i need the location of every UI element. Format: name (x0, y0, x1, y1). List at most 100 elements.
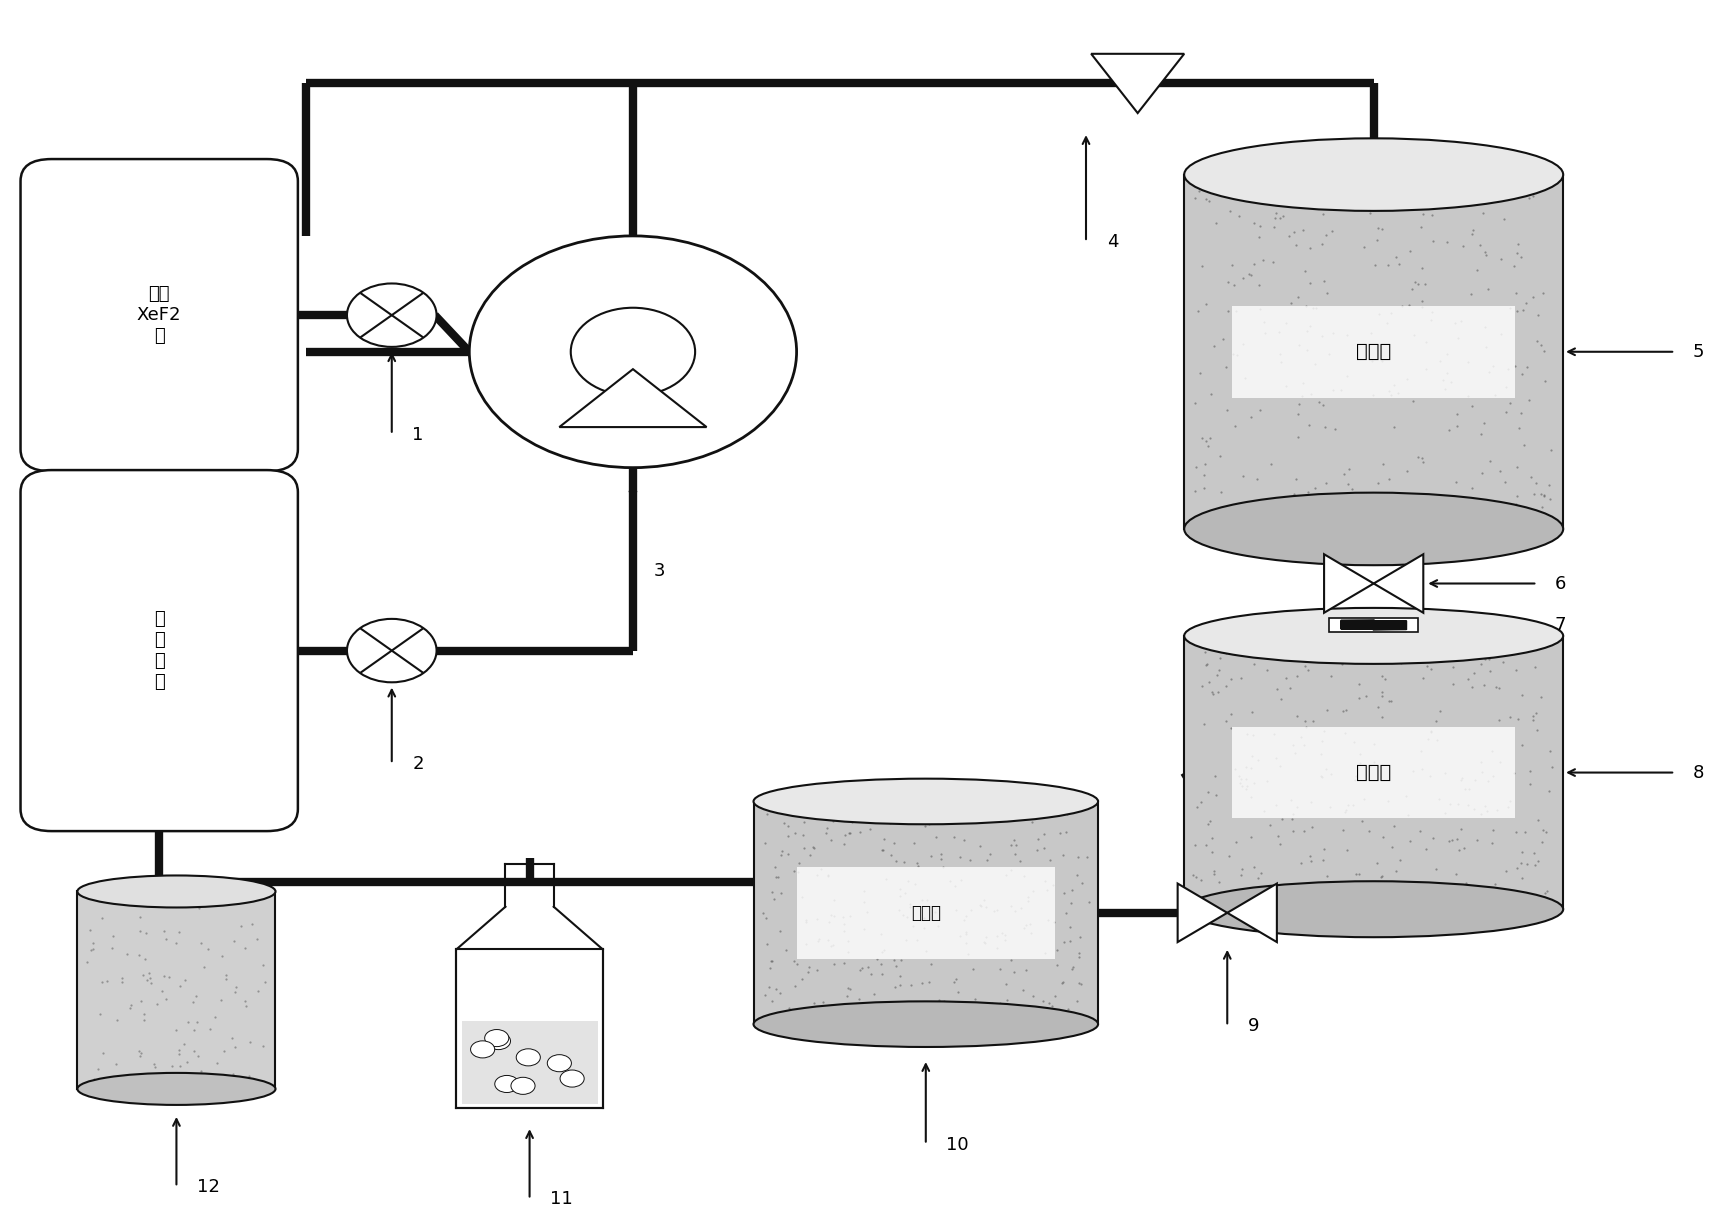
Point (1029, 824, 1057, 844)
Point (787, 969, 815, 989)
FancyBboxPatch shape (796, 867, 1054, 959)
Point (808, 992, 836, 1012)
Point (126, 1046, 154, 1066)
Point (1311, 284, 1339, 303)
Point (80, 933, 107, 953)
Point (1362, 853, 1389, 873)
Point (1474, 650, 1502, 669)
Point (1503, 486, 1531, 506)
Point (88, 1044, 116, 1063)
Point (766, 883, 794, 903)
Point (1458, 220, 1486, 239)
Point (1182, 457, 1209, 476)
Point (1261, 494, 1289, 513)
Point (761, 980, 789, 1000)
Point (220, 1063, 247, 1083)
Point (1301, 297, 1329, 317)
Point (1502, 640, 1529, 659)
Point (107, 973, 135, 992)
Point (952, 906, 979, 926)
Point (1239, 857, 1266, 877)
Point (1417, 205, 1445, 225)
Point (1318, 381, 1346, 400)
Point (1000, 830, 1028, 850)
Point (1275, 678, 1303, 698)
Point (829, 907, 856, 927)
Point (1284, 427, 1311, 447)
Point (1211, 503, 1239, 523)
Point (86, 1005, 114, 1024)
Point (945, 982, 972, 1002)
Point (1270, 176, 1298, 195)
Point (1374, 645, 1401, 664)
Point (1291, 657, 1318, 677)
Point (1470, 242, 1498, 262)
Point (1014, 888, 1041, 907)
Point (886, 966, 913, 986)
Point (753, 804, 780, 824)
Point (142, 1057, 170, 1077)
Point (1330, 802, 1358, 822)
Point (1201, 766, 1228, 786)
Point (1515, 761, 1543, 781)
Point (1469, 413, 1496, 432)
Point (882, 851, 910, 871)
Point (813, 931, 841, 950)
Point (1266, 345, 1294, 365)
Point (1204, 873, 1232, 893)
Point (886, 879, 913, 899)
Point (1477, 740, 1505, 760)
Point (1292, 321, 1320, 340)
Point (1536, 440, 1564, 459)
Point (1225, 774, 1253, 793)
Point (749, 903, 777, 922)
Point (1017, 923, 1045, 943)
Point (1406, 297, 1434, 317)
Point (1287, 386, 1315, 405)
Point (900, 834, 927, 853)
Point (1285, 852, 1313, 872)
Point (80, 1070, 107, 1089)
Point (1436, 372, 1464, 392)
Point (820, 906, 848, 926)
Point (1038, 874, 1066, 894)
Text: 7: 7 (1554, 616, 1566, 634)
Point (1377, 303, 1405, 323)
Point (1470, 244, 1498, 264)
Point (166, 976, 194, 996)
Point (929, 991, 957, 1011)
Point (1311, 700, 1339, 720)
Point (1521, 473, 1548, 492)
Point (1289, 373, 1317, 393)
Point (1066, 947, 1093, 966)
Point (1190, 478, 1218, 497)
Point (1363, 219, 1391, 238)
Point (1387, 885, 1415, 905)
Point (1381, 817, 1408, 836)
Point (836, 823, 863, 842)
Point (1237, 265, 1265, 285)
Point (1019, 986, 1047, 1006)
Point (1192, 653, 1220, 673)
Point (1522, 332, 1550, 351)
Point (806, 860, 834, 879)
Point (1272, 377, 1299, 397)
Point (1535, 489, 1562, 508)
Point (1261, 204, 1289, 223)
Point (1453, 796, 1481, 815)
Point (1206, 648, 1233, 668)
Point (1387, 172, 1415, 192)
Point (1469, 675, 1496, 695)
Point (1495, 707, 1522, 727)
Point (1206, 481, 1233, 501)
Polygon shape (1374, 554, 1422, 613)
Point (1387, 296, 1415, 316)
Point (1197, 384, 1225, 404)
Point (1256, 876, 1284, 895)
Point (1521, 855, 1548, 874)
Point (784, 862, 811, 882)
Point (1246, 298, 1273, 318)
Point (1484, 710, 1512, 729)
Point (969, 890, 996, 910)
Point (822, 808, 849, 828)
